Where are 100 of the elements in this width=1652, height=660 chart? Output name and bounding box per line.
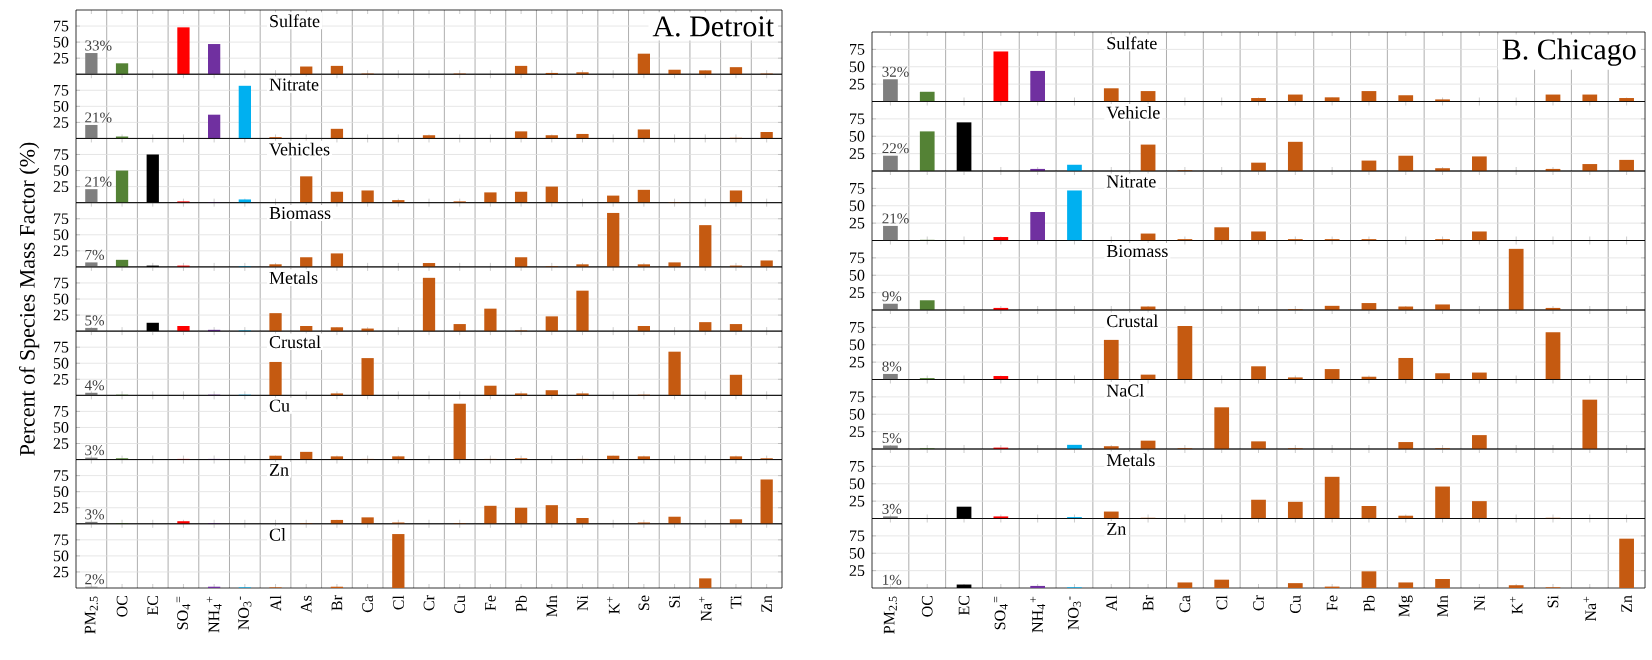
data-label: 33% xyxy=(85,40,112,51)
y-tick-label: 75 xyxy=(54,470,69,481)
y-tick-label: 50 xyxy=(53,422,69,433)
x-tick-label: As xyxy=(300,595,312,613)
y-tick-label: 50 xyxy=(849,547,865,559)
y-tick-label: 75 xyxy=(850,530,865,542)
y-tick-label: 50 xyxy=(53,165,69,176)
y-tick-label: 50 xyxy=(53,357,69,369)
x-tick-label: PM$_{2.5}$ xyxy=(883,596,897,634)
y-tick-label: 25 xyxy=(849,565,865,577)
y-tick-label: 25 xyxy=(53,309,69,321)
data-label: 21% xyxy=(882,213,909,224)
y-tick-label: 25 xyxy=(53,373,69,385)
y-tick-label: 25 xyxy=(53,566,69,578)
y-tick-label: 25 xyxy=(849,426,865,438)
x-tick-label: K$^{+}$ xyxy=(606,596,620,614)
data-label: 3% xyxy=(85,445,105,456)
y-tick-label: 50 xyxy=(53,36,69,48)
x-tick-label: Zn xyxy=(761,595,772,613)
y-tick-label: 50 xyxy=(53,293,69,305)
chart-title: Sulfate xyxy=(1107,36,1157,50)
chart-title: Nitrate xyxy=(269,78,319,91)
y-tick-label: 75 xyxy=(850,113,865,125)
data-label: 5% xyxy=(882,432,902,444)
y-tick-label: 25 xyxy=(849,148,865,160)
y-tick-label: 75 xyxy=(850,252,865,264)
x-tick-label: Na$^{+}$ xyxy=(698,596,712,622)
chart-title: Biomass xyxy=(1106,244,1168,258)
y-tick-label: 75 xyxy=(850,461,865,472)
y-tick-label: 75 xyxy=(54,534,69,546)
y-tick-label: 75 xyxy=(54,277,69,289)
x-tick-label: K$^{+}$ xyxy=(1509,596,1523,614)
x-tick-label: EC xyxy=(958,595,970,616)
x-tick-label: Zn xyxy=(1621,595,1632,613)
x-tick-label: NO$_{3}$- xyxy=(1067,596,1082,630)
x-tick-label: Pb xyxy=(515,595,527,612)
x-tick-label: Fe xyxy=(485,595,496,611)
y-tick-label: 50 xyxy=(849,408,865,420)
chart-title: Vehicles xyxy=(269,142,330,156)
x-tick-label: Mg xyxy=(1398,595,1413,617)
x-tick-label: Cr xyxy=(1253,595,1264,611)
chart-title: Zn xyxy=(1107,522,1127,535)
x-tick-label: Se xyxy=(638,595,650,611)
data-label: 7% xyxy=(85,249,105,260)
y-tick-label: 25 xyxy=(53,502,69,514)
x-tick-label: Cu xyxy=(1289,595,1301,614)
x-tick-label: OC xyxy=(116,595,128,617)
y-tick-label: 25 xyxy=(53,438,69,449)
x-tick-label: PM$_{2.5}$ xyxy=(84,596,98,634)
x-tick-label: Mn xyxy=(1437,595,1448,617)
y-tick-label: 25 xyxy=(53,245,69,257)
y-tick-label: 75 xyxy=(850,391,865,403)
annotation: B. Chicago xyxy=(1502,38,1636,66)
data-label: 3% xyxy=(882,503,902,515)
data-label: 9% xyxy=(882,291,902,302)
y-tick-label: 25 xyxy=(53,52,69,64)
x-tick-label: EC xyxy=(147,595,159,616)
y-axis-title: Percent of Species Mass Factor (%) xyxy=(19,142,40,456)
chart-title: Crustal xyxy=(269,335,321,349)
x-tick-label: Cl xyxy=(392,595,404,610)
data-label: 32% xyxy=(882,66,909,77)
x-tick-label: NO$_{3}$- xyxy=(238,596,252,630)
chart-title: NaCl xyxy=(1106,384,1144,397)
y-tick-label: 50 xyxy=(53,229,69,241)
x-tick-label: NH$_{4}$+ xyxy=(206,596,222,633)
x-tick-label: Br xyxy=(1142,595,1154,611)
y-tick-label: 50 xyxy=(849,269,865,281)
x-tick-label: Ca xyxy=(1179,595,1191,613)
data-label: 3% xyxy=(85,509,105,520)
chart-title: Cu xyxy=(269,399,290,412)
x-tick-label: Cl xyxy=(1216,595,1228,610)
data-label: 1% xyxy=(883,574,902,585)
y-tick-label: 25 xyxy=(849,217,865,229)
x-tick-label: Mn xyxy=(546,595,558,617)
chart-title: Crustal xyxy=(1107,314,1158,328)
x-tick-label: Ni xyxy=(1474,595,1485,611)
data-label: 21% xyxy=(85,176,112,187)
y-tick-label: 50 xyxy=(849,130,865,142)
y-tick-label: 50 xyxy=(53,550,69,562)
y-tick-label: 75 xyxy=(54,341,69,353)
y-tick-label: 75 xyxy=(54,84,69,96)
chart-title: Nitrate xyxy=(1106,175,1156,188)
chart-title: Zn xyxy=(269,463,289,476)
x-tick-label: Cr xyxy=(423,595,435,611)
data-label: 5% xyxy=(85,315,105,326)
y-tick-label: 50 xyxy=(53,486,69,498)
x-tick-label: SO$_{4}$= xyxy=(176,596,191,630)
y-tick-label: 50 xyxy=(849,339,865,351)
y-tick-label: 75 xyxy=(54,149,69,160)
data-label: 8% xyxy=(882,361,902,372)
y-tick-label: 50 xyxy=(849,478,865,490)
y-tick-label: 25 xyxy=(53,181,69,192)
chart-title: Metals xyxy=(1106,453,1155,467)
y-tick-label: 50 xyxy=(53,100,69,112)
x-tick-label: Ti xyxy=(730,595,742,609)
x-tick-label: OC xyxy=(921,595,933,617)
x-tick-label: Br xyxy=(331,595,343,611)
y-tick-label: 75 xyxy=(54,213,69,225)
x-tick-label: Si xyxy=(669,595,680,608)
data-label: 2% xyxy=(85,574,105,585)
